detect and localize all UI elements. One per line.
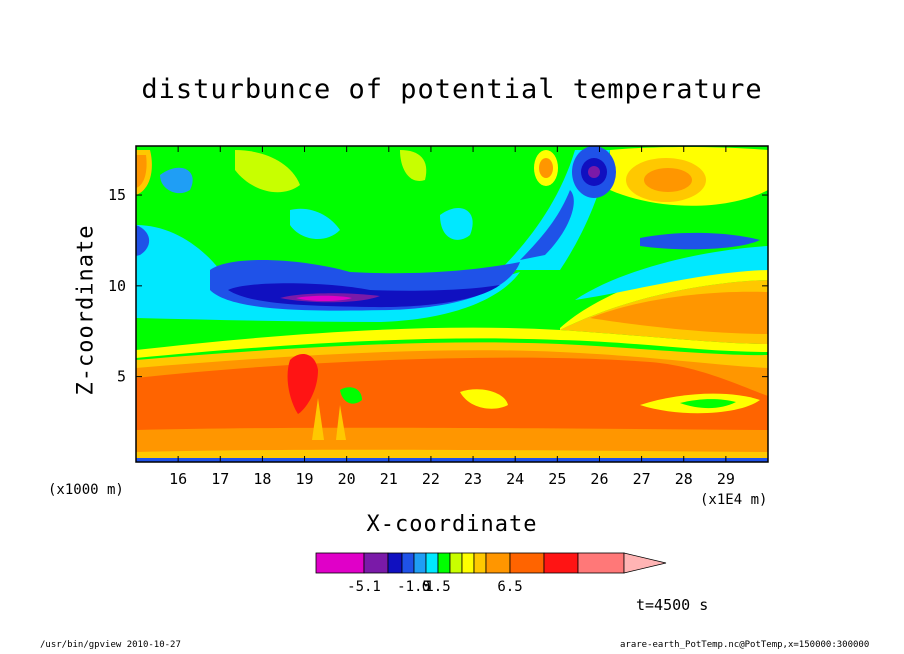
x-tick-label: 17	[211, 470, 229, 488]
contour-field	[136, 146, 768, 462]
colorbar-bin	[543, 552, 579, 574]
x-tick-label: 18	[253, 470, 271, 488]
colorbar-bin	[315, 552, 365, 574]
colorbar-label: 0	[422, 579, 430, 595]
colorbar-bin	[449, 552, 463, 574]
x-tick-label: 23	[464, 470, 482, 488]
colorbar-bin	[363, 552, 389, 574]
x-tick-label: 21	[380, 470, 398, 488]
colorbar: -5.1 -1.501.5 6.5	[315, 552, 667, 595]
colorbar-bin	[461, 552, 475, 574]
x-axis: 16 17 18 19 20 21 22 23 24 25 26 27 28 29	[169, 146, 735, 488]
footer-right: arare-earth_PotTemp.nc@PotTemp,x=150000:…	[620, 640, 870, 650]
y-tick-label: 15	[108, 186, 126, 204]
x-tick-label: 22	[422, 470, 440, 488]
x-tick-label: 29	[717, 470, 735, 488]
x-axis-label: X-coordinate	[366, 512, 538, 537]
colorbar-label: 6.5	[497, 579, 522, 595]
colorbar-bin	[437, 552, 451, 574]
x-tick-label: 26	[590, 470, 608, 488]
x-tick-label: 27	[633, 470, 651, 488]
x-tick-label: 19	[296, 470, 314, 488]
x-unit-left: (x1000 m)	[48, 482, 124, 498]
colorbar-bin	[413, 552, 427, 574]
x-tick-label: 28	[675, 470, 693, 488]
x-tick-label: 16	[169, 470, 187, 488]
colorbar-label: -1.5	[397, 579, 431, 595]
plot-frame	[135, 145, 769, 463]
colorbar-bin	[577, 552, 625, 574]
colorbar-label: 1.5	[425, 579, 450, 595]
y-axis-label: Z-coordinate	[73, 224, 99, 396]
colorbar-arrow	[623, 552, 667, 574]
x-tick-label: 20	[338, 470, 356, 488]
x-tick-label: 24	[506, 470, 524, 488]
colorbar-bin	[425, 552, 439, 574]
y-tick-label: 5	[117, 368, 126, 386]
x-tick-label: 25	[548, 470, 566, 488]
x-unit-right: (x1E4 m)	[700, 492, 768, 508]
time-annotation: t=4500 s	[636, 596, 709, 614]
y-axis: 5 10 15	[108, 186, 768, 386]
colorbar-bin	[387, 552, 403, 574]
colorbar-bin	[473, 552, 487, 574]
colorbar-bin	[509, 552, 545, 574]
colorbar-label: -5.1	[347, 579, 381, 595]
chart-title: disturbunce of potential temperature	[141, 74, 763, 105]
y-tick-label: 10	[108, 277, 126, 295]
colorbar-bin	[401, 552, 415, 574]
colorbar-bin	[485, 552, 511, 574]
footer-left: /usr/bin/gpview 2010-10-27	[40, 640, 181, 650]
